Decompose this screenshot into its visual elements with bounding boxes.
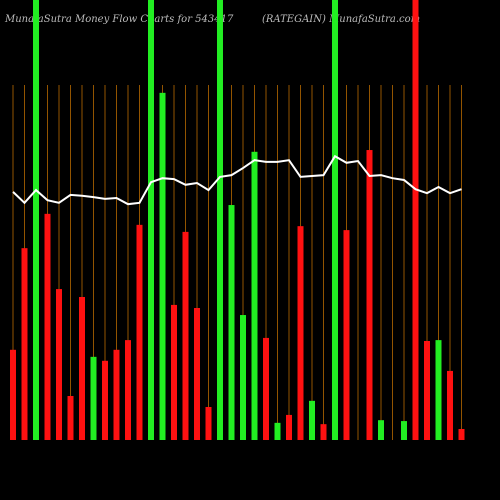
bar: [366, 150, 373, 441]
chart-subtitle: (RATEGAIN) MunafaSutra.com: [262, 14, 420, 25]
bar: [286, 414, 292, 440]
bar: [343, 230, 350, 440]
bar: [435, 340, 442, 440]
bar: [274, 422, 281, 440]
bar: [33, 0, 39, 440]
bar: [447, 370, 453, 440]
bar: [44, 213, 51, 440]
bar: [171, 304, 177, 440]
bar: [10, 349, 16, 440]
money-flow-line: [12, 154, 462, 206]
bar: [263, 337, 269, 440]
bar: [458, 429, 465, 440]
bar: [412, 0, 419, 440]
bar: [320, 424, 327, 440]
bar: [228, 205, 235, 440]
bar: [56, 289, 62, 440]
bar: [251, 151, 258, 441]
bar: [401, 421, 407, 440]
bar: [102, 360, 108, 440]
bar: [297, 226, 304, 440]
bar: [90, 356, 97, 440]
bar: [182, 231, 189, 440]
bar: [79, 297, 85, 440]
bar: [21, 248, 28, 440]
bar: [332, 0, 338, 440]
bar: [378, 420, 384, 440]
bar: [217, 0, 223, 440]
bar: [240, 315, 246, 440]
bar: [205, 407, 212, 440]
bar: [125, 340, 131, 440]
bar: [136, 224, 143, 440]
bar: [67, 396, 74, 440]
bar: [159, 92, 166, 440]
bar: [309, 400, 315, 440]
bar: [424, 341, 430, 440]
bar: [148, 0, 154, 440]
chart-title: MunafaSutra Money Flow Charts for 543417: [4, 14, 234, 25]
bar: [194, 308, 200, 440]
bar: [113, 349, 120, 440]
